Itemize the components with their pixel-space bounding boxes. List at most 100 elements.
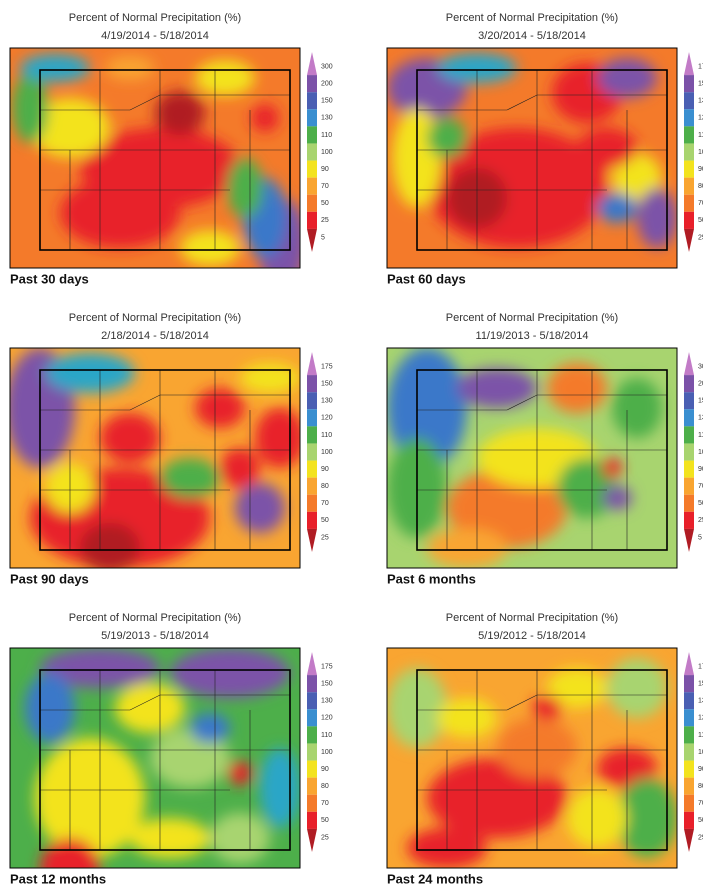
map-panel: Percent of Normal Precipitation (%)3/20/…	[387, 12, 703, 287]
shaded-area	[130, 818, 210, 858]
colorbar-segment	[307, 161, 317, 178]
colorbar-segment	[307, 512, 317, 529]
legend-label: 50	[321, 817, 329, 824]
shaded-area	[195, 388, 245, 428]
legend-label: 175	[321, 663, 333, 670]
colorbar-tip	[307, 52, 317, 75]
colorbar-segment	[684, 478, 694, 495]
colorbar-segment	[684, 392, 694, 409]
legend-label: 100	[698, 149, 703, 156]
precipitation-map	[5, 348, 305, 573]
colorbar-segment	[307, 692, 317, 709]
shaded-area	[577, 128, 637, 168]
shaded-area	[20, 54, 90, 82]
colorbar-segment	[307, 675, 317, 692]
colorbar-tip	[307, 829, 317, 852]
precipitation-map	[387, 48, 677, 268]
legend-label: 200	[698, 380, 703, 387]
legend-label: 150	[321, 380, 333, 387]
colorbar-segment	[307, 75, 317, 92]
colorbar-segment	[684, 692, 694, 709]
legend-label: 50	[698, 817, 703, 824]
precipitation-map	[387, 348, 677, 568]
legend-label: 110	[698, 732, 703, 739]
shaded-area	[155, 91, 205, 135]
colorbar-segment	[684, 409, 694, 426]
colorbar-segment	[307, 126, 317, 143]
colorbar-segment	[684, 92, 694, 109]
panel-caption: Past 60 days	[387, 271, 466, 286]
colorbar-segment	[307, 795, 317, 812]
shaded-area	[597, 58, 657, 98]
colorbar-tip	[307, 352, 317, 375]
colorbar-segment	[684, 178, 694, 195]
colorbar-segment	[684, 709, 694, 726]
date-range: 4/19/2014 - 5/18/2014	[101, 30, 209, 42]
legend-label: 110	[321, 732, 332, 739]
legend-label: 100	[321, 749, 333, 756]
shaded-area	[532, 696, 562, 720]
shaded-area	[227, 158, 263, 218]
legend-label: 80	[321, 483, 329, 490]
legend-label: 90	[698, 466, 703, 473]
legend-label: 25	[321, 217, 329, 224]
legend-label: 25	[321, 834, 329, 841]
legend-label: 110	[698, 132, 703, 139]
colorbar-tip	[307, 229, 317, 252]
colorbar-segment	[307, 461, 317, 478]
colorbar-tip	[684, 352, 694, 375]
legend-label: 25	[698, 517, 703, 524]
colorbar-segment	[307, 761, 317, 778]
legend-label: 90	[698, 166, 703, 173]
shaded-area	[190, 713, 230, 743]
legend-label: 130	[698, 415, 703, 422]
legend-label: 130	[698, 698, 703, 705]
legend-label: 25	[698, 834, 703, 841]
shaded-area	[210, 813, 270, 863]
colorbar-segment	[307, 392, 317, 409]
map-panel: Percent of Normal Precipitation (%)5/19/…	[10, 612, 333, 886]
map-title: Percent of Normal Precipitation (%)	[446, 12, 618, 24]
date-range: 2/18/2014 - 5/18/2014	[101, 330, 209, 342]
legend-label: 70	[698, 200, 703, 207]
legend-label: 5	[321, 234, 325, 241]
legend-label: 130	[321, 398, 333, 405]
map-panel: Percent of Normal Precipitation (%)4/19/…	[10, 12, 333, 288]
date-range: 5/19/2012 - 5/18/2014	[478, 630, 586, 642]
map-panel: Percent of Normal Precipitation (%)2/18/…	[5, 312, 333, 587]
shaded-area	[437, 698, 497, 738]
colorbar-segment	[307, 92, 317, 109]
panel-caption: Past 90 days	[10, 571, 89, 586]
legend-label: 110	[321, 432, 332, 439]
legend-label: 175	[698, 63, 703, 70]
legend-label: 100	[698, 749, 703, 756]
panel-caption: Past 6 months	[387, 571, 476, 586]
map-title: Percent of Normal Precipitation (%)	[446, 612, 618, 624]
date-range: 11/19/2013 - 5/18/2014	[476, 330, 589, 342]
legend-label: 150	[321, 98, 333, 105]
legend-label: 70	[321, 500, 329, 507]
shaded-area	[235, 483, 285, 533]
colorbar-segment	[684, 195, 694, 212]
shaded-area	[637, 188, 677, 248]
colorbar-segment	[307, 478, 317, 495]
legend-label: 110	[698, 432, 703, 439]
legend-label: 300	[321, 63, 333, 70]
legend-label: 150	[698, 680, 703, 687]
colorbar-segment	[307, 709, 317, 726]
shaded-area	[170, 648, 290, 698]
legend-label: 150	[321, 680, 333, 687]
legend-label: 175	[698, 663, 703, 670]
colorbar-segment	[684, 161, 694, 178]
shaded-area	[255, 408, 305, 468]
precipitation-map	[387, 648, 677, 868]
colorbar-segment	[307, 109, 317, 126]
shaded-area	[228, 761, 252, 785]
legend-label: 150	[698, 398, 703, 405]
shaded-area	[567, 788, 627, 848]
colorbar-segment	[684, 443, 694, 460]
colorbar-segment	[307, 195, 317, 212]
legend-label: 130	[321, 115, 333, 122]
figure: Percent of Normal Precipitation (%) 4/19/…	[0, 0, 703, 886]
legend-label: 70	[321, 183, 329, 190]
